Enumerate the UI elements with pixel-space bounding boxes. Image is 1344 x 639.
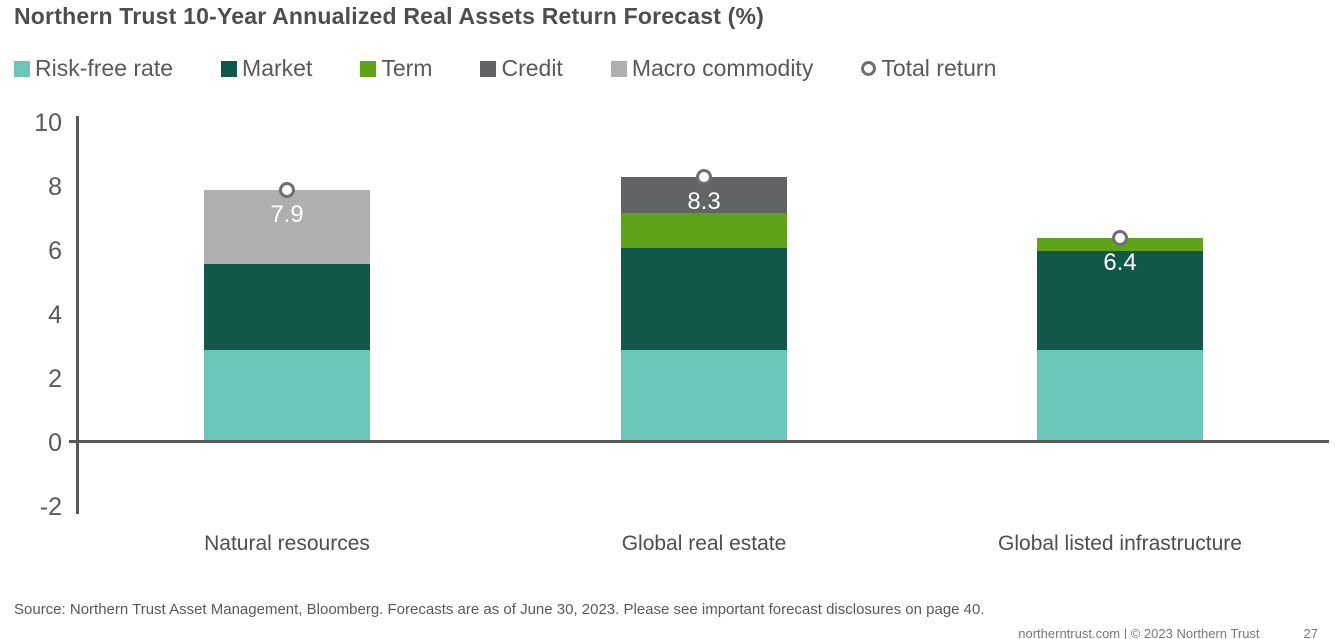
legend-label: Risk-free rate xyxy=(35,55,174,81)
legend: Risk-free rate Market Term Credit Macro comm… xyxy=(14,55,996,82)
chart-plot: 10 8 6 4 2 0 -2 7.9 Natural resources 8.3 Global r… xyxy=(0,108,1344,565)
credit-swatch-icon xyxy=(480,60,497,77)
y-axis-tick-label: 0 xyxy=(48,429,62,457)
y-axis-tick-label: 6 xyxy=(48,237,62,265)
source-note: Source: Northern Trust Asset Management,… xyxy=(14,601,985,618)
risk-free-rate-swatch-icon xyxy=(14,60,30,77)
footer-site-copyright: northerntrust.com | © 2023 Northern Trus… xyxy=(1018,626,1260,639)
y-axis-tick-label: 4 xyxy=(48,301,62,329)
category-label-natural-resources: Natural resources xyxy=(204,532,370,555)
y-axis-tick-label: -2 xyxy=(39,493,62,521)
legend-item-market: Market xyxy=(221,55,312,82)
bar-segment-risk-free-rate xyxy=(621,350,787,443)
legend-label: Term xyxy=(381,55,433,81)
legend-label: Total return xyxy=(881,55,997,81)
total-return-marker-icon xyxy=(696,169,712,186)
legend-label: Market xyxy=(242,55,313,81)
y-axis-tick-label: 2 xyxy=(48,365,62,393)
page-number: 27 xyxy=(1303,626,1318,639)
y-axis-tick-label: 10 xyxy=(34,109,62,137)
bar-segment-risk-free-rate xyxy=(204,350,370,443)
legend-item-risk-free-rate: Risk-free rate xyxy=(14,55,173,82)
chart-title: Northern Trust 10-Year Annualized Real A… xyxy=(14,3,765,29)
legend-item-total-return: Total return xyxy=(861,55,996,82)
total-return-circle-icon xyxy=(861,61,877,76)
total-value-label: 7.9 xyxy=(270,201,304,229)
total-value-label: 8.3 xyxy=(687,188,721,216)
legend-item-term: Term xyxy=(360,55,432,82)
legend-label: Credit xyxy=(501,55,563,81)
category-label-global-real-estate: Global real estate xyxy=(621,532,787,555)
bar-segment-market xyxy=(621,247,787,351)
legend-label: Macro commodity xyxy=(631,55,814,81)
x-axis-zero-line xyxy=(69,440,1329,443)
legend-item-macro-commodity: Macro commodity xyxy=(610,55,814,82)
total-value-label: 6.4 xyxy=(1103,249,1137,277)
bar-segment-macro-commodity xyxy=(204,190,370,264)
total-return-marker-icon xyxy=(279,182,295,199)
market-swatch-icon xyxy=(221,60,238,77)
y-axis-line xyxy=(76,116,79,514)
y-axis-tick-label: 8 xyxy=(48,173,62,201)
legend-item-credit: Credit xyxy=(480,55,563,82)
category-label-global-listed-infrastructure: Global listed infrastructure xyxy=(998,532,1242,555)
macro-commodity-swatch-icon xyxy=(610,60,627,77)
bar-segment-market xyxy=(1037,251,1203,351)
bar-segment-market xyxy=(204,263,370,351)
total-return-marker-icon xyxy=(1112,230,1128,247)
term-swatch-icon xyxy=(360,60,377,77)
bar-segment-risk-free-rate xyxy=(1037,350,1203,443)
bar-segment-term xyxy=(621,212,787,248)
footer: northerntrust.com | © 2023 Northern Trus… xyxy=(1018,626,1318,639)
